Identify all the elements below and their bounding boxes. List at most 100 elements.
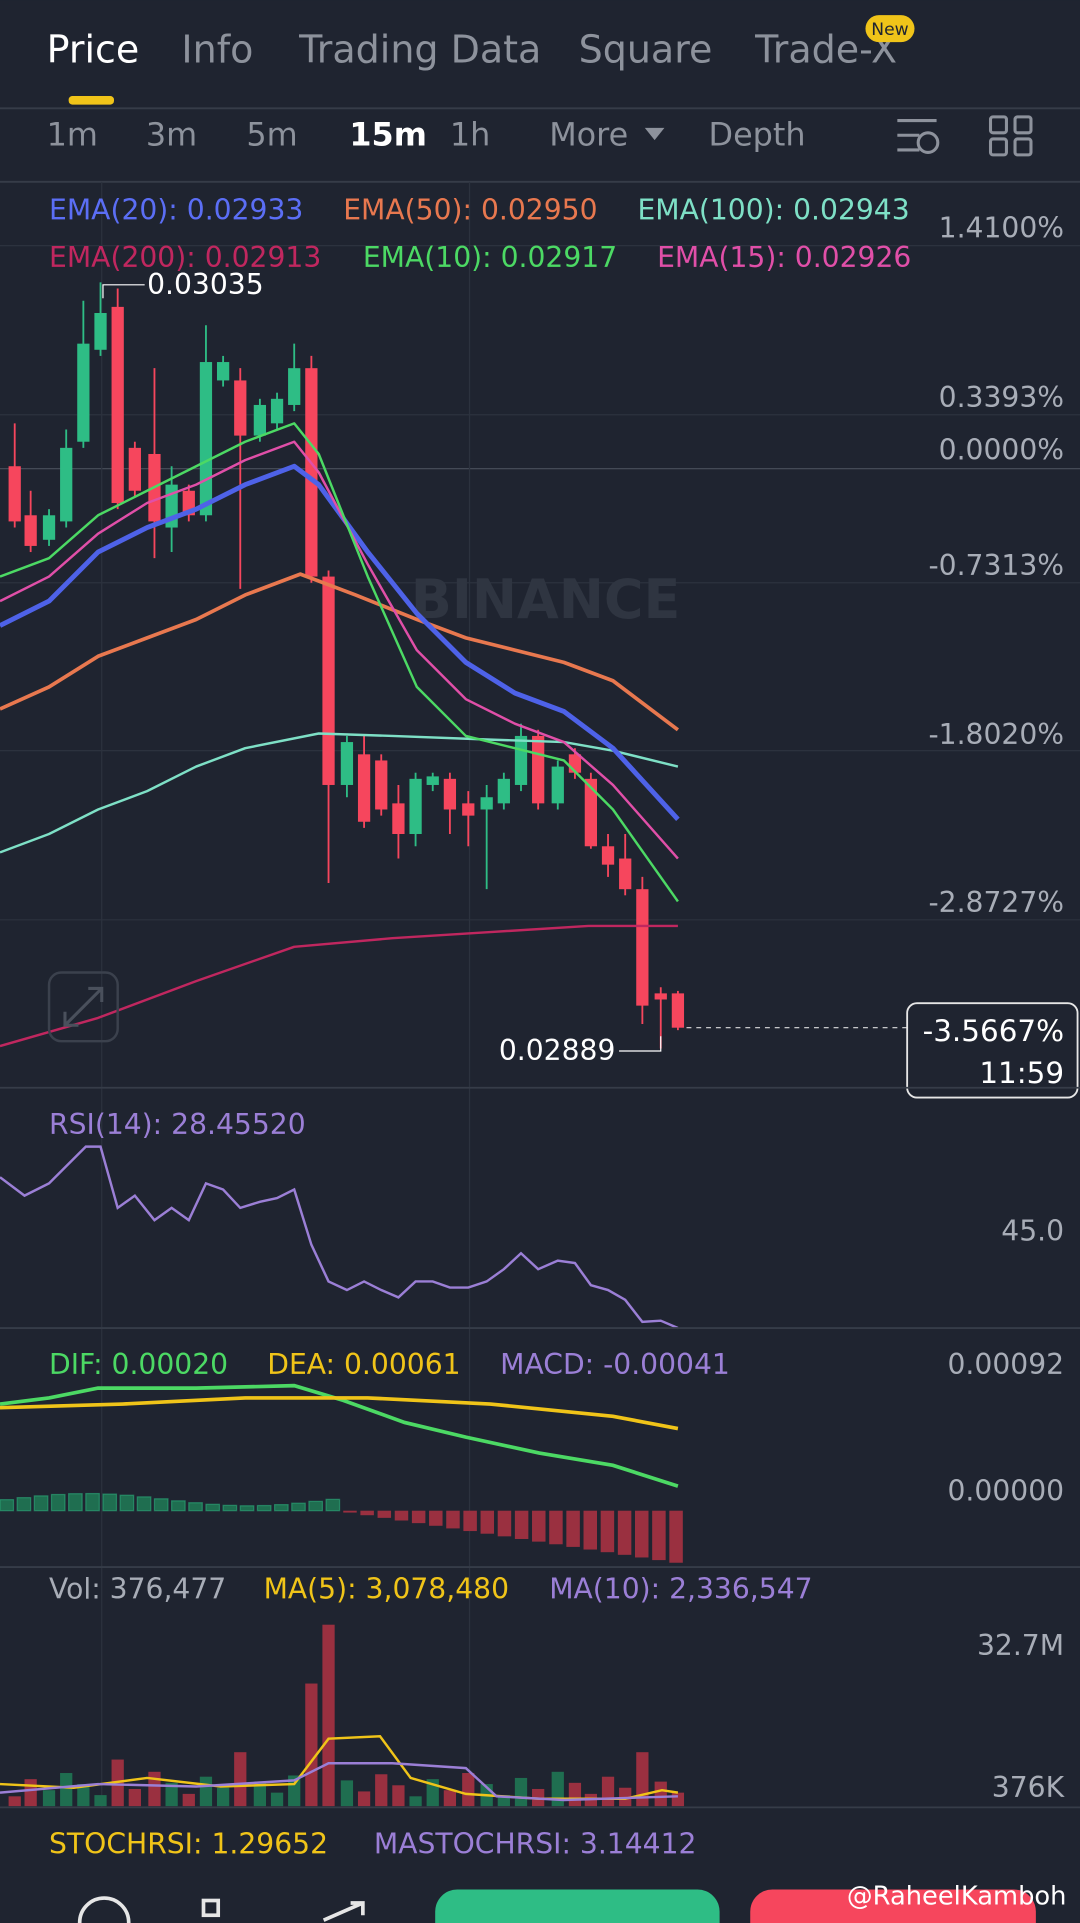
grid-icon[interactable] [988, 115, 1008, 135]
volume-bar [182, 1793, 195, 1807]
volume-bar [77, 1784, 90, 1807]
axis-label: 0.00000 [948, 1474, 1065, 1507]
tab[interactable]: Trading Data [298, 27, 541, 71]
vol-legend: MA(10): 2,336,547 [549, 1572, 812, 1605]
histogram-bar [480, 1510, 495, 1534]
axis-label: -0.7313% [928, 549, 1064, 582]
high-pointer [102, 284, 145, 299]
watermark: BINANCE [411, 568, 681, 631]
dif-line [0, 1383, 679, 1488]
volume-bar [514, 1777, 528, 1807]
macd-legend: DEA: 0.00061 [267, 1348, 460, 1381]
legend-item: EMA(200): 0.02913 [49, 241, 321, 274]
candle-body [60, 447, 73, 522]
histogram-bar [153, 1498, 169, 1512]
settings-icon-circle [916, 131, 940, 154]
tab[interactable]: Price [47, 27, 140, 71]
volume-bar [8, 1796, 21, 1807]
interval[interactable]: 1m [47, 115, 98, 153]
rsi-line [0, 1145, 679, 1330]
candle-body [514, 735, 528, 785]
histogram-bar [273, 1504, 289, 1512]
grid-icon-part [988, 137, 1008, 157]
volume-bar [443, 1790, 457, 1807]
interval[interactable]: Depth [709, 115, 806, 153]
volume-bar [165, 1782, 178, 1807]
candle-body [24, 515, 37, 546]
tab[interactable]: Square [579, 27, 713, 71]
rsi-legend: RSI(14): 28.45520 [49, 1108, 306, 1141]
candle-body [305, 368, 318, 577]
histogram-bar [549, 1510, 563, 1545]
interval[interactable]: 3m [146, 115, 197, 153]
candle-body [480, 797, 493, 810]
ema10-line [0, 422, 679, 903]
volume-bar [340, 1780, 354, 1807]
vol-legend: Vol: 376,477 [49, 1572, 226, 1605]
axis-label: 376K [992, 1771, 1066, 1804]
sell-button[interactable] [750, 1889, 1036, 1923]
axis-label: 0.3393% [939, 381, 1064, 414]
histogram-bar [16, 1497, 32, 1512]
histogram-bar [411, 1510, 426, 1524]
candle-body [357, 754, 371, 822]
histogram-bar [429, 1510, 443, 1526]
current-change: -3.5667% [923, 1014, 1064, 1048]
candle-body [532, 735, 545, 804]
tab-indicator [68, 96, 115, 105]
candle-body [551, 766, 564, 804]
histogram-bar [85, 1492, 100, 1512]
tab[interactable]: Info [181, 27, 253, 71]
volume-bar [322, 1624, 335, 1807]
candle-body [584, 778, 598, 847]
histogram-bar [635, 1510, 649, 1558]
histogram-bar [50, 1493, 66, 1512]
ema-legend: EMA(20): 0.02933 EMA(50): 0.02950 EMA(10… [49, 193, 911, 274]
volume-bar [636, 1752, 649, 1807]
volume-bar [654, 1781, 667, 1807]
volume-bar [392, 1785, 405, 1807]
countdown: 11:59 [979, 1056, 1064, 1090]
histogram-bar [205, 1503, 221, 1512]
candle-body [497, 778, 510, 804]
expand-button[interactable] [47, 971, 119, 1043]
histogram-bar [33, 1495, 49, 1512]
legend-item: EMA(50): 0.02950 [343, 193, 597, 226]
settings-icon[interactable] [897, 119, 937, 152]
candle-body [409, 778, 422, 835]
volume-bar [94, 1795, 107, 1807]
candle-body [42, 515, 56, 540]
legend-item: EMA(10): 0.02917 [363, 241, 617, 274]
volume-bar [671, 1792, 685, 1807]
ema200-line [0, 924, 678, 1048]
low-label: 0.02889 [499, 1034, 616, 1067]
interval[interactable]: More [549, 115, 628, 153]
histogram-bar [308, 1500, 324, 1512]
histogram-bar [0, 1499, 15, 1512]
candle-body [340, 742, 354, 785]
axis-label: 1.4100% [939, 212, 1064, 245]
trade-icon[interactable] [322, 1901, 365, 1922]
new-badge [865, 15, 915, 43]
axis-label: -1.8020% [928, 718, 1064, 751]
legend-item: EMA(20): 0.02933 [49, 193, 303, 226]
axis-label: 0.00092 [948, 1348, 1065, 1381]
markets-icon[interactable] [201, 1898, 221, 1918]
histogram-bar [171, 1500, 186, 1512]
interval[interactable]: 5m [246, 115, 297, 153]
histogram-bar [239, 1505, 255, 1512]
volume-bar [24, 1779, 37, 1807]
interval[interactable]: 15m [349, 115, 427, 153]
buy-button[interactable] [435, 1889, 720, 1923]
interval[interactable]: 1h [450, 115, 490, 153]
credit: @RaheelKamboh [847, 1881, 1067, 1911]
volume-bar [462, 1773, 475, 1807]
stochrsi-legend: MASTOCHRSI: 3.14412 [374, 1827, 697, 1860]
histogram-bar [102, 1493, 118, 1512]
histogram-bar [394, 1510, 409, 1521]
candle-body [234, 380, 247, 436]
ema50-line [0, 572, 680, 732]
candle-body [671, 993, 685, 1028]
histogram-bar [222, 1504, 238, 1512]
candle-body [375, 760, 388, 810]
